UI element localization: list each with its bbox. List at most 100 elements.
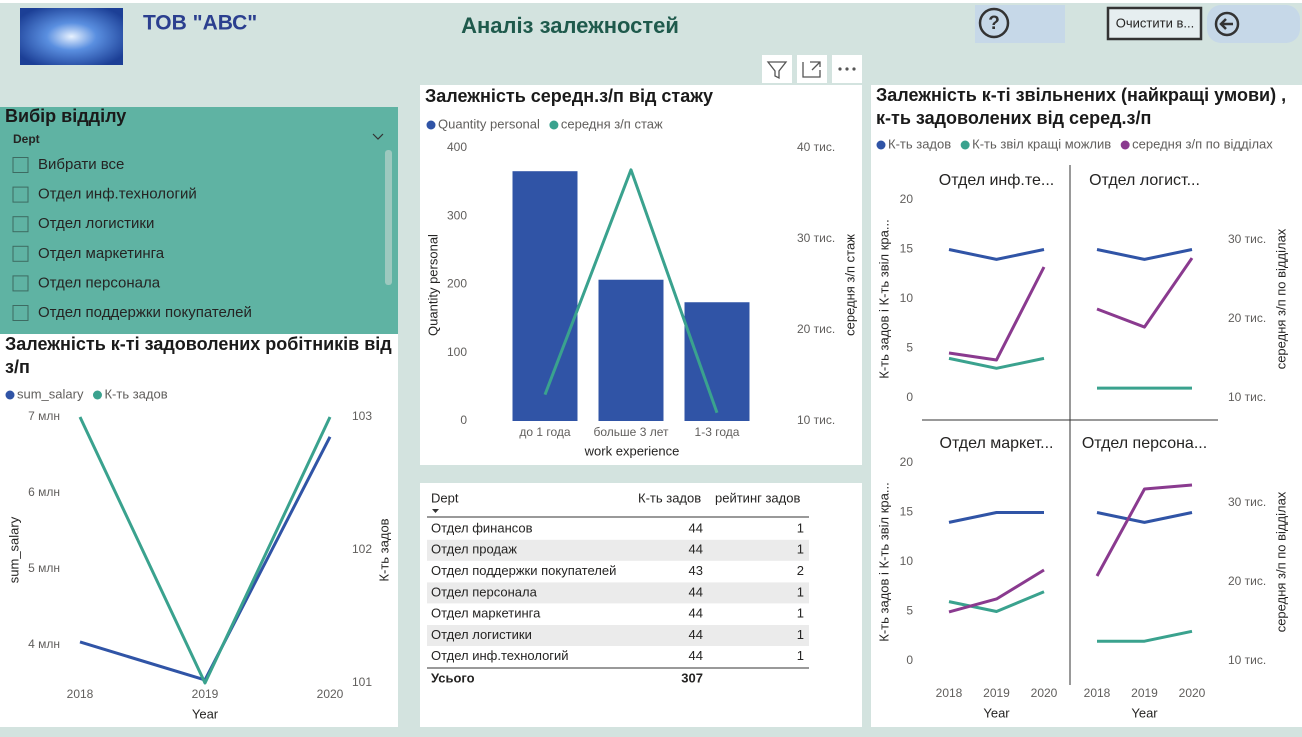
slicer-scrollbar[interactable] [385,150,392,285]
y2-tick-label: 101 [352,675,372,689]
series-line [78,416,332,685]
y-tick-label: 4 млн [28,637,60,651]
table-cell: 44 [689,627,703,642]
legend-label: Quantity personal [438,116,540,131]
slicer-item[interactable]: Отдел поддержки покупателей [38,304,252,321]
y-tick-label: 7 млн [28,409,60,423]
row-band [427,539,809,561]
x-tick-label: 2018 [936,686,963,700]
y-tick-label: 0 [906,653,913,667]
clear-button[interactable]: Очистити в... [1106,6,1203,41]
y-axis-title: Quantity personal [425,234,440,336]
help-button[interactable]: ? [975,5,1065,43]
y2-tick-label: 20 тис. [1228,311,1266,325]
y-axis-title: К-ть задов і К-ть звіл кра... [876,482,891,641]
x-tick-label: 2019 [192,687,219,701]
back-arrow[interactable] [1219,18,1233,30]
help-circle[interactable] [978,7,1010,39]
table-cell: 44 [689,520,703,535]
y2-tick-label: 40 тис. [797,140,835,154]
legend-marker [876,140,886,150]
table-cell: Отдел инф.технологий [431,648,569,663]
page-title: Аналіз залежностей [461,13,679,38]
bar [684,302,750,421]
y-tick-label: 0 [906,390,913,404]
legend-marker [960,140,970,150]
clear-label[interactable]: Очистити в... [1116,15,1194,30]
series-line [948,266,1046,362]
slicer-item[interactable]: Вибрати все [38,156,124,173]
series-line [948,511,1044,524]
back-circle[interactable] [1214,11,1240,37]
legend-marker [549,120,559,130]
more-dot[interactable] [838,67,842,71]
checkbox[interactable] [12,305,29,321]
slicer-item[interactable]: Отдел логистики [38,215,154,232]
y-tick-label: 10 [900,554,914,568]
x-axis-title: Year [983,705,1010,720]
panel-title: Отдел инф.те... [939,172,1055,189]
y2-tick-label: 20 тис. [797,322,835,336]
more-dot[interactable] [852,67,856,71]
table-cell: 44 [689,648,703,663]
help-icon[interactable]: ? [988,13,1000,34]
checkbox[interactable] [12,275,29,292]
x-tick-label: 2020 [317,687,344,701]
total-value: 307 [681,670,703,685]
slicer-item[interactable]: Отдел инф.технологий [38,186,197,203]
logo [20,8,123,65]
focus-button[interactable] [797,55,827,83]
y-tick-label: 15 [900,242,914,256]
more-dot[interactable] [845,67,849,71]
y-tick-label: 400 [447,140,467,154]
focus-icon[interactable] [802,61,821,78]
y-tick-label: 15 [900,505,914,519]
y-tick-label: 6 млн [28,485,60,499]
series-line [948,248,1045,261]
slicer-item[interactable]: Отдел персонала [38,274,161,291]
panel-title: Отдел персона... [1082,435,1207,452]
table-cell: 44 [689,542,703,557]
total-label: Усього [431,670,475,685]
table-panel [420,483,862,727]
slicer-item[interactable]: Отдел маркетинга [38,245,165,262]
x-tick-label: 2019 [983,686,1010,700]
panel-title: Отдел маркет... [940,435,1054,452]
table-cell: 44 [689,584,703,599]
filter-button[interactable] [762,55,792,83]
salary-chart-panel [0,334,398,727]
legend-marker [426,120,436,130]
series-line [948,568,1045,614]
slicer-chevron[interactable] [372,133,384,140]
checkbox[interactable] [12,216,29,233]
column-header: Dept [431,490,459,505]
sort-indicator [432,509,439,513]
series-line [1096,248,1193,261]
checkbox[interactable] [12,157,29,173]
company-name: ТОВ "АВС" [143,12,257,35]
y2-tick-label: 30 тис. [1228,232,1266,246]
y2-tick-label: 102 [352,542,372,556]
y-tick-label: 5 [906,341,913,355]
table-cell: 43 [689,563,703,578]
back-button[interactable] [1207,5,1300,43]
clear-bg[interactable] [1106,6,1203,41]
y2-tick-label: 10 тис. [797,413,835,427]
y-axis-title: sum_salary [6,516,21,583]
checkbox[interactable] [12,245,29,262]
y2-tick-label: 103 [352,409,372,423]
y-tick-label: 5 млн [28,561,60,575]
x-tick-label: 2018 [67,687,94,701]
y2-tick-label: 30 тис. [1228,495,1266,509]
y2-tick-label: 10 тис. [1228,390,1266,404]
legend-label: К-ть задов [104,386,167,401]
table-cell: Отдел персонала [431,584,538,599]
x-axis-title: work experience [584,443,680,458]
checkbox[interactable] [12,186,29,203]
y-tick-label: 20 [900,192,914,206]
y2-tick-label: 20 тис. [1228,574,1266,588]
bar [598,279,664,421]
x-tick-label: 2018 [1084,686,1111,700]
legend-marker [5,390,15,400]
filter-icon[interactable] [766,61,788,80]
